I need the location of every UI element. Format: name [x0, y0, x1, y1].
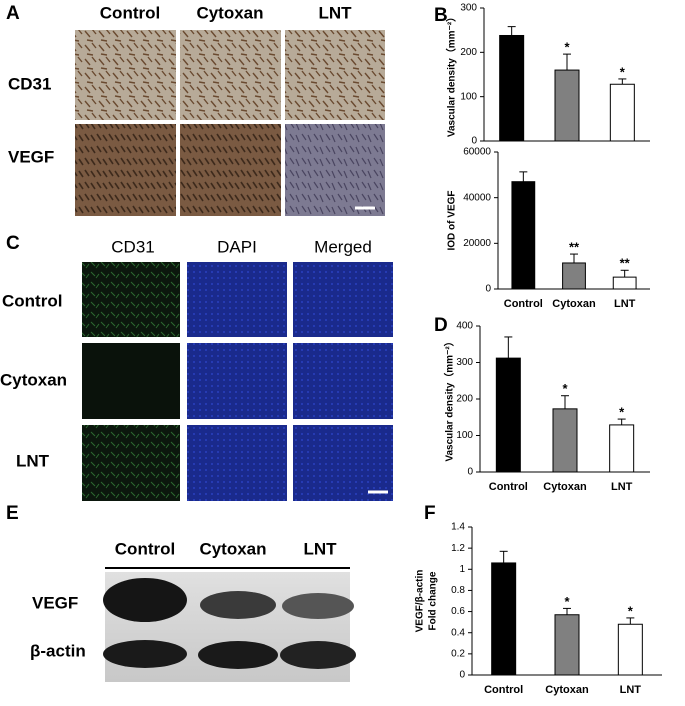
- x-tick-label: LNT: [620, 684, 642, 696]
- y-tick-label: 200: [460, 47, 477, 58]
- panel-label: A: [6, 3, 20, 24]
- micrograph: [187, 343, 287, 419]
- y-tick-label: 0: [459, 670, 465, 681]
- y-axis-label: Vascular density（mm⁻²）: [443, 336, 456, 461]
- micrograph: [180, 30, 281, 120]
- y-tick-label: 0.2: [451, 648, 465, 659]
- y-tick-label: 60000: [463, 147, 491, 158]
- micrograph: [75, 30, 176, 120]
- y-tick-label: 20000: [463, 238, 491, 249]
- x-tick-label: Cytoxan: [543, 481, 587, 493]
- row-label: Cytoxan: [0, 370, 67, 389]
- column-header: Cytoxan: [199, 539, 266, 558]
- x-tick-label: Cytoxan: [545, 684, 589, 696]
- y-axis-label: Fold change: [428, 571, 439, 630]
- y-tick-label: 0: [471, 136, 477, 147]
- panel-label: B: [434, 5, 448, 26]
- band: [198, 641, 278, 669]
- x-tick-label: Control: [489, 481, 528, 493]
- column-header: LNT: [303, 539, 337, 558]
- band: [282, 593, 354, 619]
- y-tick-label: 100: [456, 430, 473, 441]
- band: [103, 640, 187, 668]
- x-tick-label: LNT: [614, 298, 636, 310]
- y-tick-label: 400: [456, 321, 473, 332]
- y-tick-label: 1: [459, 564, 465, 575]
- y-tick-label: 0: [467, 467, 473, 478]
- y-tick-label: 0.6: [451, 606, 465, 617]
- band: [280, 641, 356, 669]
- y-tick-label: 0: [485, 284, 491, 295]
- bar: [495, 357, 521, 473]
- significance-mark: *: [620, 64, 626, 79]
- bar: [609, 424, 635, 473]
- row-label: VEGF: [8, 147, 54, 166]
- significance-mark: *: [619, 405, 625, 420]
- y-tick-label: 0.8: [451, 585, 465, 596]
- y-axis-label: VEGF/β-actin: [415, 570, 426, 633]
- significance-mark: *: [628, 603, 634, 618]
- significance-mark: *: [562, 381, 568, 396]
- y-tick-label: 40000: [463, 192, 491, 203]
- significance-mark: *: [564, 594, 570, 609]
- y-axis-label: IOD of VEGF: [447, 191, 458, 251]
- panel-label: D: [434, 315, 448, 336]
- bar: [612, 276, 637, 290]
- bar: [511, 181, 536, 290]
- y-tick-label: 300: [460, 3, 477, 14]
- panel-label: C: [6, 233, 20, 254]
- bar: [499, 34, 525, 142]
- y-tick-label: 200: [456, 394, 473, 405]
- y-tick-label: 1.2: [451, 543, 465, 554]
- bar: [609, 83, 635, 142]
- y-tick-label: 100: [460, 91, 477, 102]
- x-tick-label: LNT: [611, 481, 633, 493]
- panel-label: F: [424, 503, 436, 524]
- band: [103, 578, 187, 622]
- significance-mark: **: [569, 240, 580, 255]
- micrograph: [187, 262, 287, 337]
- column-header: Merged: [314, 237, 372, 256]
- micrograph: [187, 425, 287, 501]
- x-tick-label: Control: [504, 298, 543, 310]
- micrograph: [293, 262, 393, 337]
- significance-mark: *: [564, 40, 570, 55]
- column-header: CD31: [111, 237, 154, 256]
- bar: [562, 262, 586, 290]
- bar: [552, 408, 578, 473]
- micrograph: [293, 343, 393, 419]
- micrograph: [82, 262, 180, 337]
- bar: [554, 614, 580, 676]
- row-label: Control: [2, 291, 62, 310]
- column-header: Control: [100, 3, 160, 22]
- y-tick-label: 1.4: [451, 522, 465, 533]
- y-tick-label: 0.4: [451, 627, 465, 638]
- significance-mark: **: [620, 256, 631, 271]
- micrograph: [75, 124, 176, 216]
- micrograph: [285, 30, 385, 120]
- micrograph: [82, 343, 180, 419]
- panel-label: E: [6, 503, 19, 524]
- x-tick-label: Control: [484, 684, 523, 696]
- bar: [554, 69, 580, 142]
- micrograph: [82, 425, 180, 501]
- row-label: β-actin: [30, 641, 86, 660]
- row-label: LNT: [16, 451, 50, 470]
- micrograph: [180, 124, 281, 216]
- column-header: LNT: [318, 3, 352, 22]
- micrograph: [285, 124, 385, 216]
- bar: [617, 623, 643, 676]
- column-header: Control: [115, 539, 175, 558]
- bar: [491, 562, 517, 676]
- y-axis-label: Vascular density（mm⁻²）: [445, 12, 458, 137]
- y-tick-label: 300: [456, 357, 473, 368]
- column-header: Cytoxan: [196, 3, 263, 22]
- micrograph: [293, 425, 393, 501]
- row-label: VEGF: [32, 593, 78, 612]
- band: [200, 591, 276, 619]
- x-tick-label: Cytoxan: [552, 298, 596, 310]
- column-header: DAPI: [217, 237, 257, 256]
- row-label: CD31: [8, 74, 51, 93]
